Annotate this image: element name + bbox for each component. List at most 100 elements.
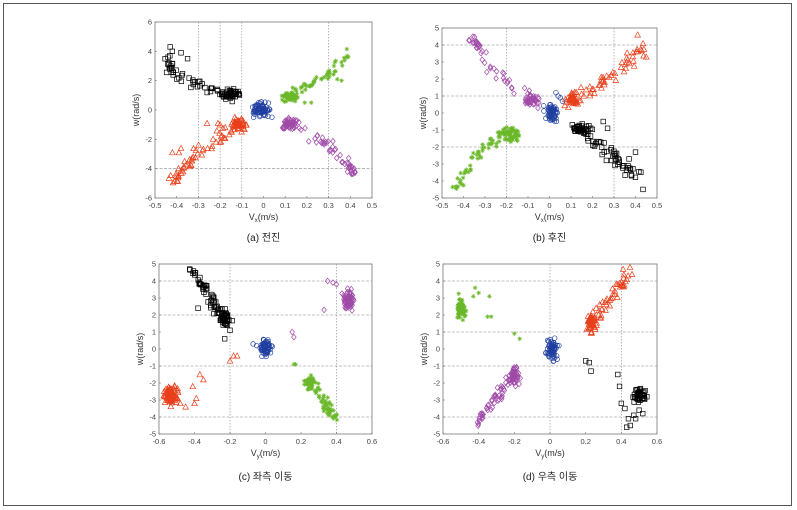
data-point-triangle — [174, 172, 182, 179]
data-point-star — [497, 129, 502, 135]
x-tick-label: 0.2 — [302, 201, 312, 210]
data-point-square — [201, 289, 207, 295]
data-point-triangle — [607, 295, 615, 302]
data-point-square — [608, 147, 614, 153]
data-point-diamond — [470, 33, 476, 41]
data-point-star — [320, 406, 326, 411]
data-point-star — [468, 167, 474, 173]
data-point-triangle — [230, 352, 237, 359]
data-point-diamond — [352, 169, 358, 176]
data-point-triangle — [177, 144, 185, 151]
data-point-square — [628, 173, 635, 179]
data-point-diamond — [487, 63, 494, 71]
data-point-star — [461, 171, 467, 176]
data-point-square — [636, 168, 642, 175]
data-point-star — [472, 285, 478, 291]
x-axis-label-sub: y — [541, 454, 544, 460]
data-point-star — [287, 94, 292, 100]
data-point-triangle — [620, 68, 628, 75]
data-point-diamond — [476, 42, 483, 50]
data-point-triangle — [588, 318, 596, 326]
data-point-star — [456, 309, 462, 315]
data-point-triangle — [169, 394, 177, 402]
data-point-triangle — [598, 84, 605, 91]
data-point-square — [631, 399, 637, 405]
data-point-triangle — [216, 138, 224, 145]
data-point-diamond — [283, 119, 290, 127]
data-point-diamond — [533, 93, 539, 101]
data-point-square — [638, 169, 644, 175]
data-point-diamond — [280, 123, 286, 131]
series-purple — [466, 33, 542, 112]
data-point-star — [319, 76, 324, 82]
data-point-triangle — [196, 370, 204, 378]
x-tick-label: 0.6 — [367, 437, 377, 446]
data-point-triangle — [617, 63, 625, 70]
data-point-triangle — [235, 117, 243, 124]
data-point-diamond — [500, 74, 507, 82]
y-tick-label: -5 — [149, 430, 156, 439]
data-point-triangle — [195, 141, 202, 148]
data-point-triangle — [231, 118, 239, 125]
x-tick-label: -0.5 — [149, 201, 162, 210]
data-point-star — [292, 96, 298, 101]
data-point-star — [293, 93, 299, 99]
data-point-star — [344, 55, 350, 60]
subplot-caption: (d) 우측 이동 — [523, 471, 578, 483]
subplot-c: -0.6 -0.4 -0.2 0 0.2 0.4 0.6 -5 -4 -3 -2 -1 0 1 2 3 4 5 Vy… — [135, 260, 377, 484]
data-point-star — [457, 315, 462, 320]
data-point-diamond — [489, 396, 495, 404]
series-purple — [474, 363, 524, 430]
x-axis-label-unit: (m/s) — [544, 212, 565, 222]
data-point-square — [208, 85, 215, 91]
data-point-square — [637, 395, 643, 401]
y-tick-label: 2 — [435, 75, 439, 84]
y-tick-label: -1 — [433, 362, 440, 371]
data-point-star — [315, 386, 321, 391]
y-tick-label: 2 — [148, 76, 152, 85]
data-point-star — [508, 139, 514, 145]
data-point-star — [308, 100, 314, 105]
data-point-star — [295, 94, 301, 100]
data-point-square — [235, 90, 242, 97]
data-point-triangle — [226, 357, 234, 364]
data-point-diamond — [344, 168, 351, 176]
data-point-square — [208, 85, 214, 92]
data-point-triangle — [561, 101, 569, 109]
y-tick-label: -5 — [433, 430, 440, 439]
data-point-star — [503, 136, 508, 142]
data-point-diamond — [330, 279, 336, 287]
series-green — [279, 46, 351, 105]
data-point-star — [312, 388, 318, 393]
data-point-star — [493, 144, 499, 149]
data-point-star — [515, 138, 520, 144]
data-point-diamond — [324, 277, 331, 285]
data-point-star — [508, 136, 513, 142]
data-point-star — [496, 139, 502, 144]
subplot-d: -0.6 -0.4 -0.2 0 0.2 0.4 0.6 -5 -4 -3 -2 -1 0 1 2 3 4 5 Vy… — [419, 260, 662, 484]
y-tick-label: -4 — [145, 164, 152, 173]
data-point-circle — [259, 347, 265, 353]
x-tick-label: 0.2 — [587, 201, 597, 210]
y-tick-label: -1 — [149, 362, 156, 371]
data-point-triangle — [600, 81, 608, 88]
x-axis-label-sub: x — [541, 218, 544, 224]
data-point-diamond — [333, 281, 340, 288]
y-tick-label: 2 — [152, 311, 156, 320]
y-tick-label: 3 — [436, 294, 440, 303]
data-point-square — [577, 128, 583, 134]
data-point-star — [509, 126, 514, 131]
data-point-star — [287, 91, 293, 97]
data-point-triangle — [639, 39, 647, 47]
data-point-square — [609, 157, 615, 164]
data-point-square — [232, 94, 238, 100]
data-point-star — [315, 381, 321, 386]
data-point-square — [588, 368, 594, 374]
data-point-triangle — [189, 382, 197, 390]
data-point-star — [331, 416, 336, 421]
data-point-square — [626, 156, 632, 162]
data-point-star — [513, 134, 519, 139]
x-axis-label-main: V — [535, 448, 541, 458]
data-point-star — [457, 297, 462, 302]
